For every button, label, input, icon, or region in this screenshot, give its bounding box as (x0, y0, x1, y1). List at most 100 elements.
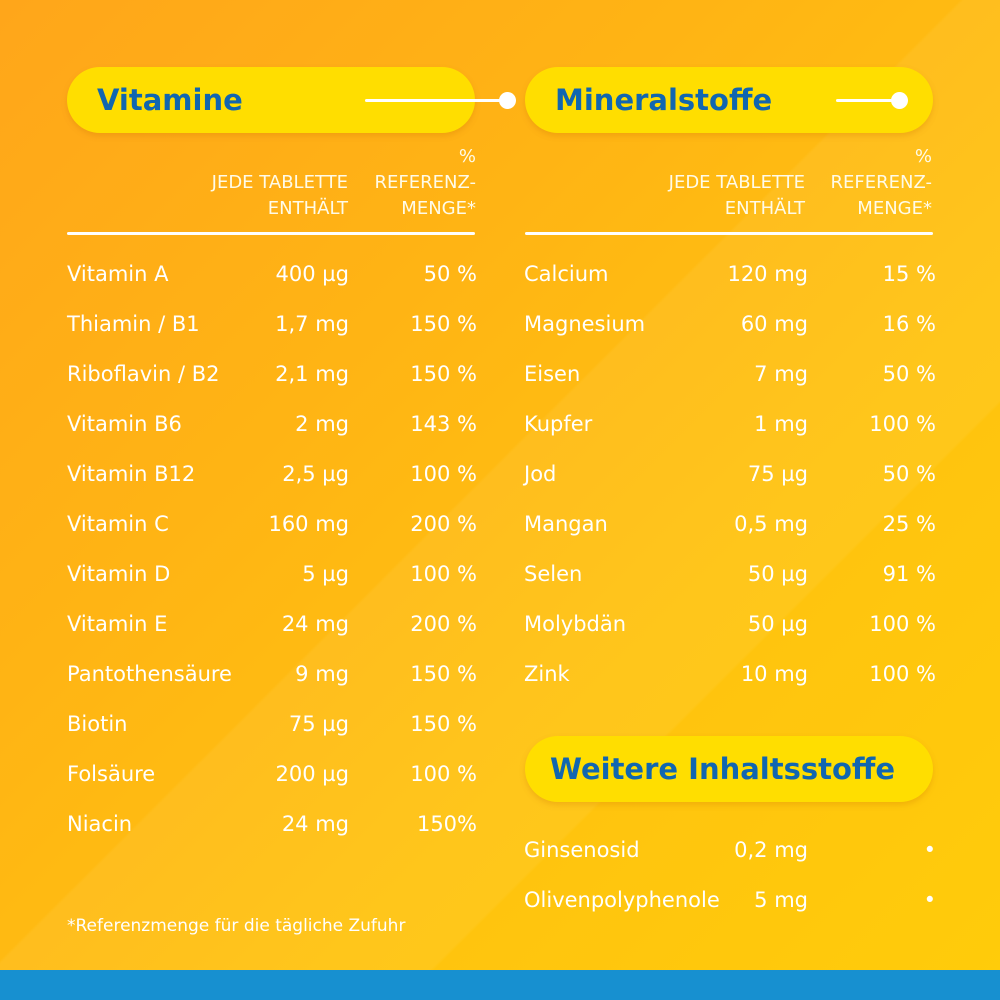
nutrient-amount: 0,2 mg (734, 838, 808, 862)
table-row: Vitamin E 24 mg 200 % (67, 609, 477, 639)
nutrient-amount: 10 mg (740, 662, 808, 686)
nutrient-amount: 1,7 mg (275, 312, 349, 336)
nutrient-reference: 16 % (882, 312, 936, 336)
other-title: Weitere Inhaltsstoffe (550, 752, 896, 786)
minerals-amount-header: JEDE TABLETTE ENTHÄLT (668, 172, 805, 219)
vitamins-title: Vitamine (97, 83, 243, 117)
nutrient-name: Kupfer (524, 412, 593, 436)
table-row: Zink 10 mg 100 % (524, 659, 936, 689)
header-decor-dot (499, 92, 516, 109)
header-decor-line (836, 99, 906, 102)
nutrient-name: Vitamin B12 (67, 462, 196, 486)
nutrient-reference: 50 % (882, 362, 936, 386)
nutrient-reference: 100 % (410, 562, 477, 586)
nutrient-amount: 75 µg (747, 462, 808, 486)
table-row: Vitamin B6 2 mg 143 % (67, 409, 477, 439)
table-row: Mangan 0,5 mg 25 % (524, 509, 936, 539)
nutrient-amount: 24 mg (281, 812, 349, 836)
nutrient-amount: 400 µg (275, 262, 349, 286)
nutrient-amount: 50 µg (747, 562, 808, 586)
nutrient-amount: 5 mg (754, 888, 808, 912)
table-row: Jod 75 µg 50 % (524, 459, 936, 489)
nutrient-name: Mangan (524, 512, 608, 536)
nutrient-amount: 60 mg (740, 312, 808, 336)
nutrient-name: Biotin (67, 712, 128, 736)
table-row: Vitamin A 400 µg 50 % (67, 259, 477, 289)
nutrient-name: Vitamin E (67, 612, 168, 636)
table-row: Ginsenosid 0,2 mg • (524, 835, 936, 865)
nutrient-reference: 150 % (410, 712, 477, 736)
nutrient-name: Selen (524, 562, 583, 586)
nutrient-amount: 2 mg (295, 412, 349, 436)
table-row: Folsäure 200 µg 100 % (67, 759, 477, 789)
nutrient-name: Niacin (67, 812, 133, 836)
table-row: Biotin 75 µg 150 % (67, 709, 477, 739)
header-decor-line (365, 99, 505, 102)
nutrient-reference: 100 % (869, 662, 936, 686)
table-row: Eisen 7 mg 50 % (524, 359, 936, 389)
table-row: Thiamin / B1 1,7 mg 150 % (67, 309, 477, 339)
header-decor-dot (891, 92, 908, 109)
nutrient-reference: 143 % (410, 412, 477, 436)
nutrient-name: Pantothensäure (67, 662, 232, 686)
nutrient-reference: 50 % (423, 262, 477, 286)
nutrient-amount: 7 mg (754, 362, 808, 386)
nutrient-amount: 5 µg (302, 562, 349, 586)
nutrient-name: Vitamin B6 (67, 412, 182, 436)
nutrient-amount: 2,1 mg (275, 362, 349, 386)
nutrient-name: Vitamin A (67, 262, 169, 286)
nutrient-reference: • (923, 838, 936, 862)
nutrient-amount: 160 mg (268, 512, 349, 536)
nutrient-reference: 15 % (882, 262, 936, 286)
table-row: Pantothensäure 9 mg 150 % (67, 659, 477, 689)
nutrient-amount: 9 mg (295, 662, 349, 686)
nutrient-amount: 200 µg (275, 762, 349, 786)
nutrient-name: Olivenpolyphenole (524, 888, 720, 912)
table-row: Calcium 120 mg 15 % (524, 259, 936, 289)
table-row: Kupfer 1 mg 100 % (524, 409, 936, 439)
nutrient-amount: 50 µg (747, 612, 808, 636)
nutrient-name: Vitamin C (67, 512, 169, 536)
table-row: Selen 50 µg 91 % (524, 559, 936, 589)
nutrient-amount: 1 mg (754, 412, 808, 436)
nutrient-reference: 25 % (882, 512, 936, 536)
table-row: Riboflavin / B2 2,1 mg 150 % (67, 359, 477, 389)
nutrient-reference: 50 % (882, 462, 936, 486)
vitamins-header-pill: Vitamine (67, 67, 516, 133)
nutrient-reference: 200 % (410, 512, 477, 536)
nutrient-name: Calcium (524, 262, 609, 286)
vitamins-amount-header: JEDE TABLETTE ENTHÄLT (211, 172, 348, 219)
vitamins-divider (67, 232, 475, 235)
nutrient-amount: 120 mg (727, 262, 808, 286)
nutrient-amount: 2,5 µg (282, 462, 349, 486)
nutrient-name: Ginsenosid (524, 838, 640, 862)
nutrient-name: Eisen (524, 362, 581, 386)
table-row: Molybdän 50 µg 100 % (524, 609, 936, 639)
nutrient-name: Vitamin D (67, 562, 171, 586)
nutrient-name: Thiamin / B1 (67, 312, 200, 336)
nutrient-amount: 75 µg (288, 712, 349, 736)
nutrient-reference: • (923, 888, 936, 912)
table-row: Niacin 24 mg 150% (67, 809, 477, 839)
nutrient-name: Molybdän (524, 612, 627, 636)
nutrient-amount: 0,5 mg (734, 512, 808, 536)
nutrient-reference: 100 % (410, 462, 477, 486)
nutrient-reference: 150% (416, 812, 477, 836)
vitamins-table: Vitamin A 400 µg 50 % Thiamin / B1 1,7 mg 150… (67, 259, 477, 859)
nutrient-amount: 24 mg (281, 612, 349, 636)
other-header-pill: Weitere Inhaltsstoffe (525, 736, 933, 802)
minerals-header-pill: Mineralstoffe (525, 67, 933, 133)
minerals-table: Calcium 120 mg 15 % Magnesium 60 mg 16 % Eisen… (524, 259, 936, 709)
nutrient-reference: 100 % (410, 762, 477, 786)
nutrient-name: Magnesium (524, 312, 646, 336)
nutrient-reference: 150 % (410, 312, 477, 336)
table-row: Vitamin C 160 mg 200 % (67, 509, 477, 539)
table-row: Vitamin B12 2,5 µg 100 % (67, 459, 477, 489)
footnote: *Referenzmenge für die tägliche Zufuhr (67, 916, 406, 936)
table-row: Magnesium 60 mg 16 % (524, 309, 936, 339)
nutrient-reference: 200 % (410, 612, 477, 636)
nutrient-name: Jod (524, 462, 557, 486)
minerals-divider (525, 232, 933, 235)
nutrient-reference: 150 % (410, 662, 477, 686)
nutrient-name: Folsäure (67, 762, 156, 786)
